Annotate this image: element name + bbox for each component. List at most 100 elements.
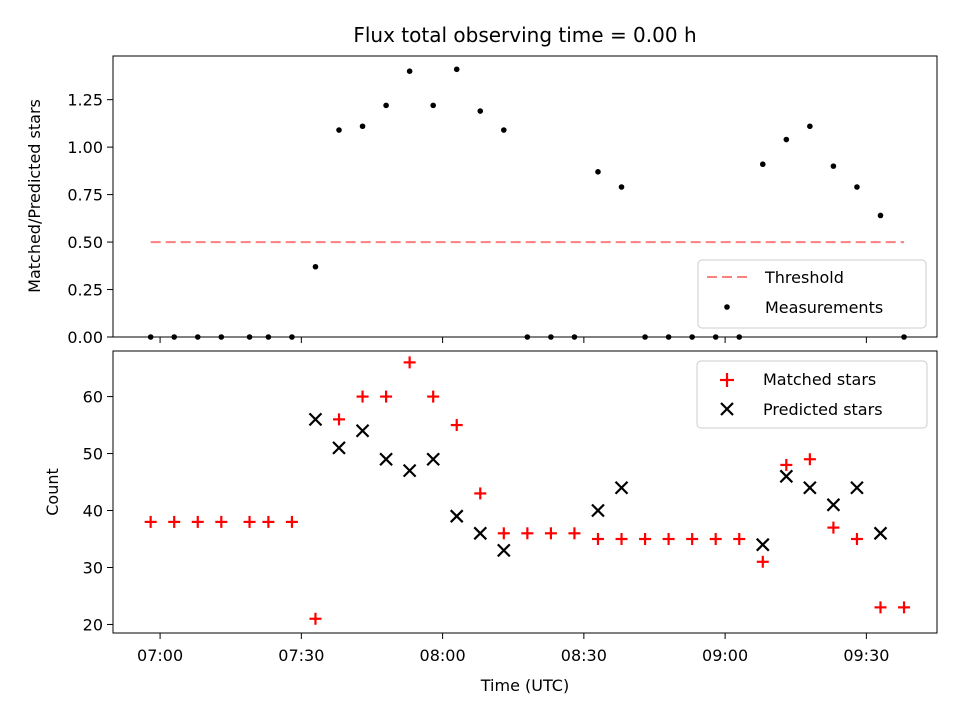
- top-plot-frame: [112, 55, 938, 338]
- legend-predicted-label: Predicted stars: [763, 400, 883, 419]
- bottom-panel: 20 30 40 50 60 07:00 07:30 08:00 08:30 09:00 09:3…: [43, 350, 938, 695]
- x-axis-label: Time (UTC): [480, 676, 569, 695]
- predicted-point: [614, 480, 629, 495]
- measurement-points: [147, 66, 907, 340]
- matched-point: [756, 555, 769, 568]
- measurement-point: [383, 102, 389, 109]
- matched-point: [544, 527, 557, 540]
- measurement-point: [312, 263, 319, 270]
- top-panel: 0.00 0.25 0.50 0.75 1.00 1.25 Matched/Predict…: [25, 55, 938, 347]
- matched-point: [333, 413, 346, 426]
- matched-point: [191, 515, 204, 528]
- matched-point: [615, 533, 628, 545]
- top-y-tick-label: 0.50: [67, 233, 103, 252]
- predicted-point: [426, 452, 440, 467]
- matched-point: [686, 533, 699, 545]
- measurement-point: [759, 161, 766, 168]
- bottom-legend-box: [696, 360, 928, 429]
- top-y-tick-label: 0.25: [67, 281, 103, 300]
- measurement-point: [595, 169, 601, 175]
- predicted-point: [449, 509, 464, 523]
- top-legend-box: [697, 259, 927, 329]
- matched-point: [380, 390, 393, 403]
- predicted-point: [379, 452, 393, 467]
- measurement-point: [453, 66, 460, 73]
- legend-predicted-swatch: [720, 402, 734, 416]
- matched-point: [497, 527, 510, 540]
- x-tick-label: 09:00: [702, 646, 748, 665]
- measurement-point: [830, 163, 837, 169]
- top-y-tick-label: 1.00: [67, 138, 103, 157]
- x-tick-label: 09:30: [843, 646, 889, 665]
- bottom-legend: Matched stars Predicted stars: [696, 360, 928, 429]
- top-y-tick-label: 0.75: [67, 186, 103, 205]
- top-y-tick-label: 1.25: [67, 91, 103, 110]
- matched-point: [850, 533, 863, 545]
- x-tick-label: 07:30: [278, 646, 324, 665]
- measurement-point: [336, 127, 342, 133]
- predicted-point: [497, 543, 511, 558]
- measurement-point: [807, 123, 813, 130]
- measurement-point: [430, 102, 436, 109]
- measurement-point: [877, 212, 884, 219]
- predicted-point: [873, 526, 888, 541]
- matched-point: [521, 527, 534, 540]
- predicted-point: [826, 498, 841, 512]
- matched-point: [427, 390, 440, 403]
- measurement-point: [406, 68, 413, 74]
- matched-point: [709, 533, 722, 545]
- matched-point: [450, 419, 463, 432]
- top-y-tick-label: 0.00: [67, 328, 103, 347]
- matched-point: [898, 601, 911, 614]
- top-x-ticks: [159, 337, 867, 343]
- matched-point: [733, 533, 746, 545]
- legend-matched-label: Matched stars: [763, 370, 876, 389]
- legend-threshold-label: Threshold: [764, 268, 844, 287]
- predicted-points: [308, 412, 888, 558]
- matched-point: [827, 521, 840, 534]
- measurement-point: [477, 108, 484, 114]
- predicted-point: [756, 537, 770, 552]
- matched-point: [568, 527, 581, 540]
- legend-measurements-label: Measurements: [765, 298, 883, 317]
- matched-point: [474, 487, 487, 500]
- matched-point: [874, 601, 887, 614]
- matched-point: [639, 533, 652, 545]
- predicted-point: [591, 503, 605, 518]
- bottom-y-tick-label: 20: [83, 615, 103, 634]
- measurement-point: [783, 136, 790, 143]
- predicted-point: [355, 423, 370, 438]
- matched-point: [662, 533, 675, 545]
- matched-point: [168, 515, 181, 528]
- predicted-point: [308, 412, 323, 427]
- measurement-point: [501, 127, 507, 133]
- bottom-y-axis-label: Count: [43, 468, 62, 516]
- bottom-plot-frame: [112, 350, 938, 634]
- matched-point: [591, 533, 604, 545]
- predicted-point: [473, 526, 488, 541]
- matched-point: [403, 356, 416, 369]
- x-tick-label: 08:30: [561, 646, 607, 665]
- predicted-point: [402, 463, 417, 478]
- predicted-point: [779, 469, 794, 484]
- matched-point: [356, 390, 369, 403]
- matched-point: [144, 515, 157, 528]
- measurement-point: [854, 184, 860, 190]
- bottom-y-tick-label: 60: [83, 388, 103, 407]
- top-y-axis-label: Matched/Predicted stars: [25, 99, 44, 293]
- matched-point: [285, 515, 298, 528]
- predicted-point: [332, 441, 346, 455]
- matched-points: [144, 356, 911, 625]
- legend-matched-swatch: [720, 373, 734, 387]
- measurement-point: [359, 123, 366, 130]
- legend-measurements-swatch: [724, 304, 730, 310]
- bottom-y-ticks: 20 30 40 50 60: [83, 388, 113, 634]
- chart-title: Flux total observing time = 0.00 h: [353, 23, 696, 47]
- top-y-ticks: 0.00 0.25 0.50 0.75 1.00 1.25: [67, 91, 113, 347]
- bottom-y-tick-label: 40: [83, 502, 103, 521]
- matched-point: [780, 458, 793, 471]
- matched-point: [262, 515, 275, 528]
- bottom-y-tick-label: 50: [83, 445, 103, 464]
- predicted-point: [803, 480, 817, 495]
